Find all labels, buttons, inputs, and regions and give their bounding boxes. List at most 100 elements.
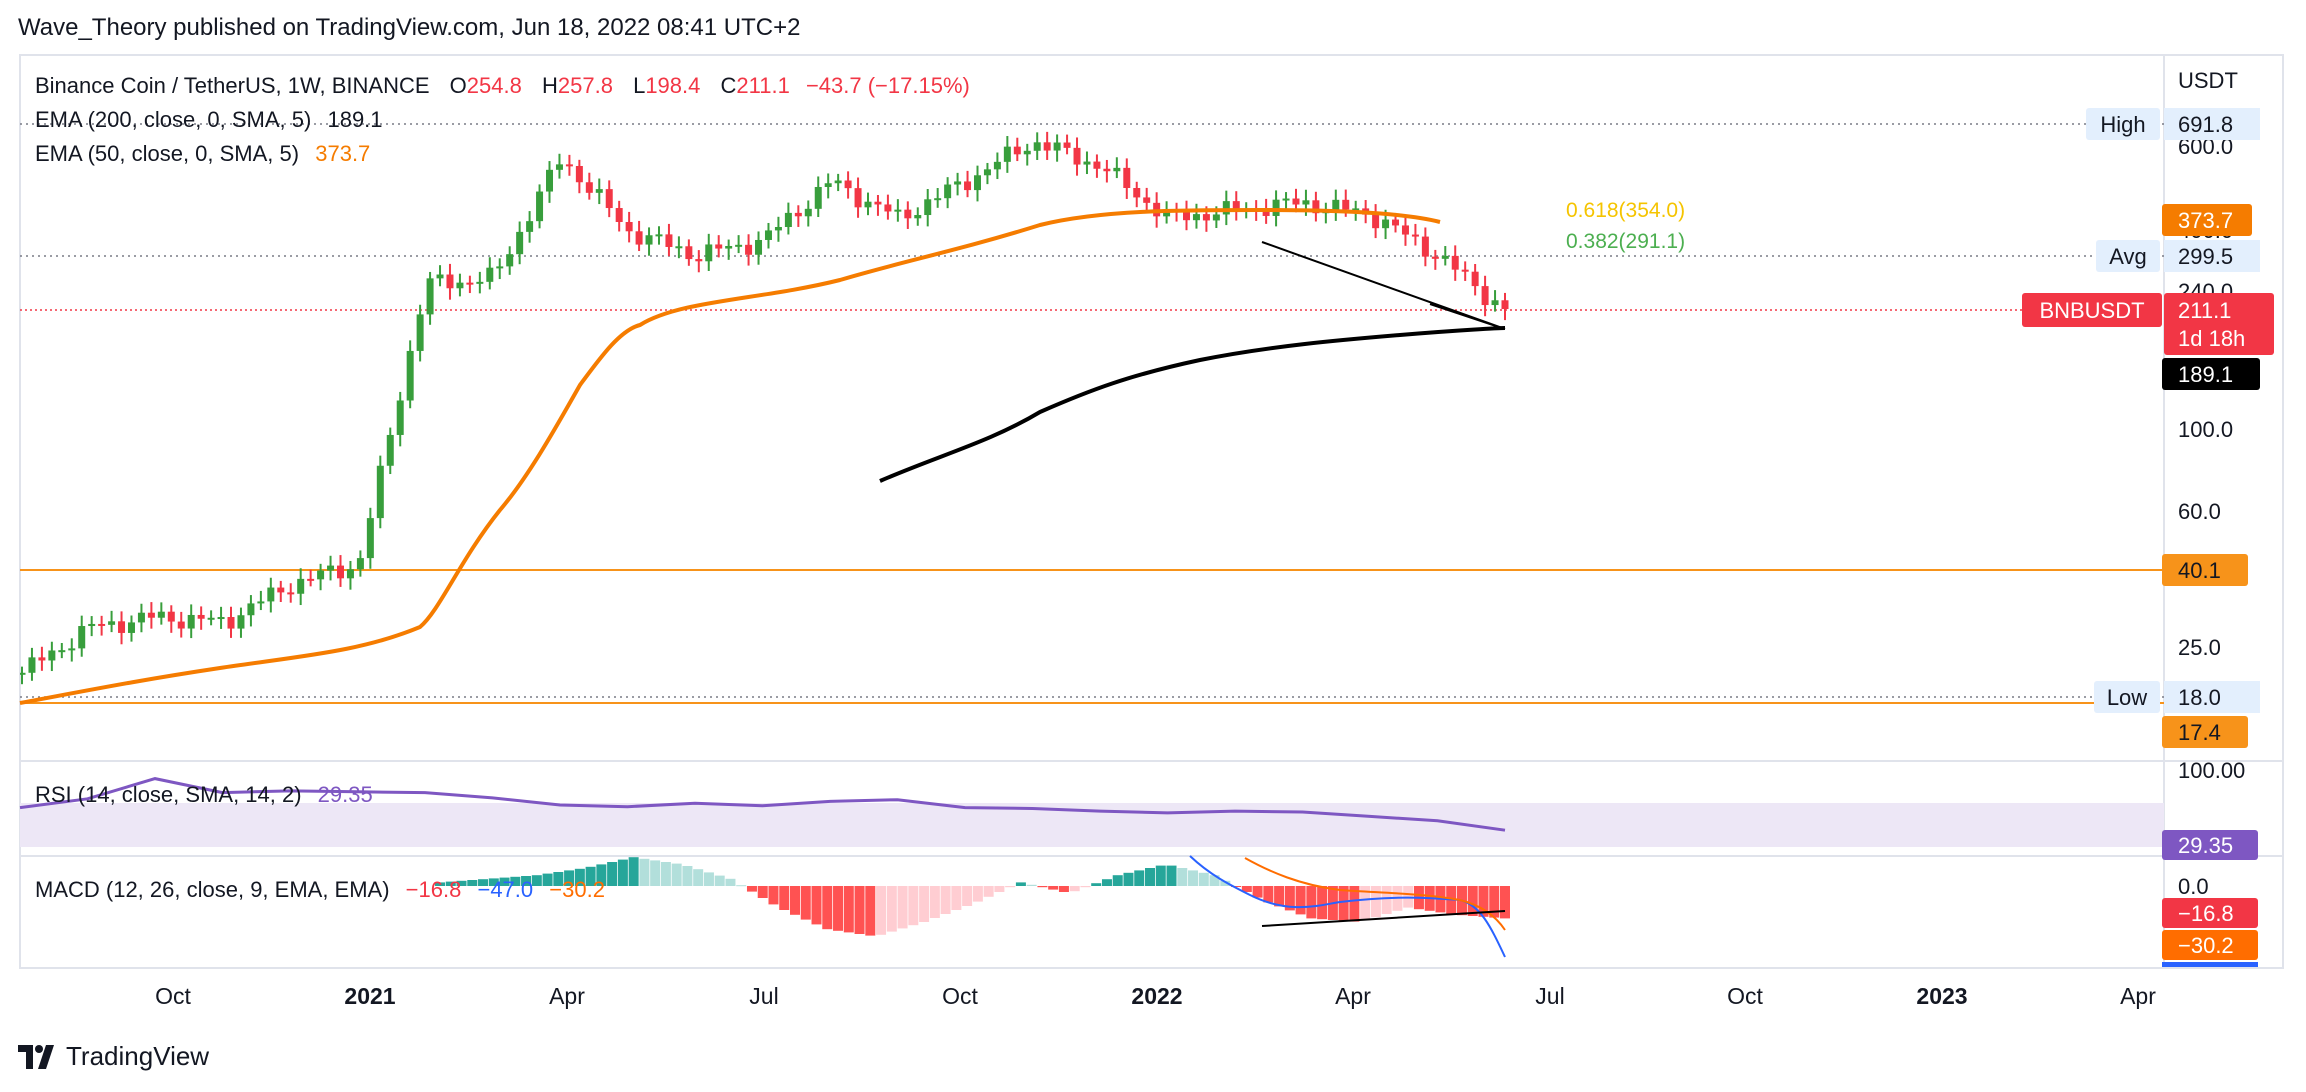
macd-hist-bar [1048,886,1059,890]
macd-hist-bar [1058,886,1069,892]
macd-hist-bar [1145,868,1155,886]
candle-body [456,282,464,289]
candle-body [297,578,305,594]
macd-hist-bar [682,866,693,886]
candle-body [98,623,106,626]
candle-body [536,191,544,222]
candle-body [446,274,454,289]
candle-body [804,208,812,217]
macd-hist-bar [736,885,747,887]
candle-body [1202,214,1210,221]
avg-price-value: 299.5 [2178,244,2233,269]
candle-body [416,314,424,351]
trendline-drawing[interactable] [1261,241,1506,330]
candle-body [137,612,145,623]
legend-ema50-value: 373.7 [315,141,370,166]
candle-body [1292,198,1300,205]
symbol-tag [2022,293,2162,327]
fib-0618-label: 0.618(354.0) [1566,199,1685,222]
time-axis-tick: Apr [1335,983,1371,1009]
candle-body [934,198,942,201]
macd-hist-bar [1489,886,1500,918]
macd-hist-bar [531,875,542,886]
macd-hist-bar [1306,886,1317,919]
candle-body [157,611,165,618]
legend-ema200-value: 189.1 [327,107,382,132]
candle-body [317,570,325,580]
tradingview-logo-icon [18,1044,54,1069]
macd-hist-bar [972,886,983,902]
candle-body [1481,286,1489,306]
macd-line [1189,855,1506,958]
candle-body [834,180,842,184]
macd-hist-bar [1123,872,1134,886]
macd-legend-signal: −30.2 [549,877,605,902]
candle-body [78,626,86,649]
candle-body [1033,142,1041,151]
time-axis[interactable]: Oct 2021 Apr Jul Oct 2022 Apr Jul Oct 2023 Apr [155,983,2156,1009]
macd-trendline[interactable] [1261,910,1506,927]
macd-hist-bar [1037,886,1048,888]
macd-hist-bar [1500,886,1510,919]
candle-body [555,164,563,170]
candle-body [1123,167,1131,188]
tradingview-brand[interactable]: TradingView [18,1041,209,1072]
candle-body [118,621,126,633]
candle-body [695,259,703,262]
macd-hist-bar [1026,884,1037,886]
ema200-line [879,326,1506,483]
candle-body [108,621,116,625]
macd-hist-bar [542,873,553,886]
publisher-line: Wave_Theory published on TradingView.com… [18,14,801,41]
macd-hist-bar [1069,886,1080,892]
candle-body [1382,219,1390,229]
candle-body [944,184,952,199]
macd-hist-bar [639,858,650,886]
time-axis-tick: 2021 [344,983,395,1009]
candle-body [774,227,782,231]
macd-hist-bar [488,878,499,886]
candle-body [725,245,733,249]
rsi-axis-top: 100.00 [2178,758,2245,783]
candle-body [1133,187,1141,198]
candle-body [1143,197,1151,203]
candle-body [466,282,474,285]
candle-body [1372,214,1380,229]
macd-hist-bar [1188,870,1199,886]
candle-body [585,182,593,193]
low-price-tag [2164,681,2260,713]
candle-body [486,267,494,282]
candle-body [715,244,723,249]
time-axis-tick: Jul [1535,983,1564,1009]
candle-body [187,614,195,629]
candle-body [1471,271,1479,287]
macd-hist-bar [800,886,811,920]
candle-body [1312,200,1320,214]
candle-body [1183,210,1191,221]
candle-body [755,239,763,255]
time-axis-tick: Apr [549,983,585,1009]
macd-legend-line: −47.0 [477,877,533,902]
symbol-tag-label: BNBUSDT [2039,298,2144,323]
candle-body [1282,198,1290,201]
macd-hist-bar [790,886,800,915]
candle-body [476,281,484,284]
macd-hist-bar [1478,886,1489,917]
macd-hist-bar [1467,886,1478,916]
candle-body [665,234,673,247]
legend-ema50-row: EMA (50, close, 0, SMA, 5) 373.7 [35,141,370,166]
macd-hist-bar [1284,886,1295,911]
candle-body [844,180,852,189]
macd-hist-bar [854,886,865,934]
macd-hist-bar [1263,886,1274,903]
last-price-value: 211.1 [2178,298,2231,323]
macd-signal-tag-text: −30.2 [2178,933,2234,958]
macd-hist-bar [779,886,790,910]
time-axis-tick: Oct [155,983,191,1009]
candle-body [257,601,265,604]
macd-hist-bar [1381,886,1392,914]
candle-body [406,350,414,401]
candle-body [426,278,434,315]
macd-hist-bar [919,886,930,922]
